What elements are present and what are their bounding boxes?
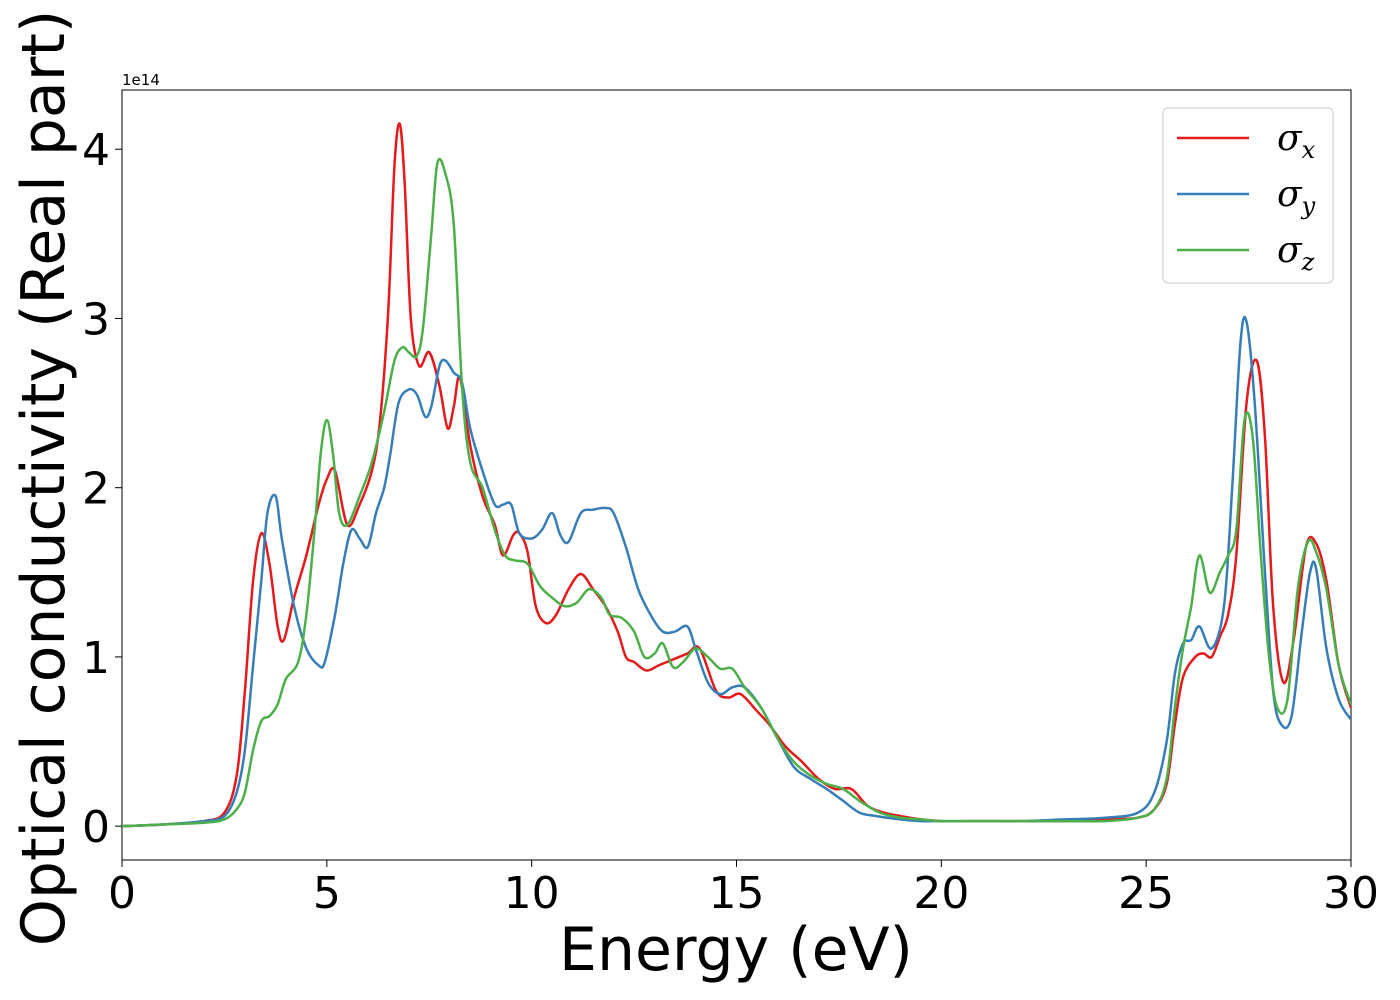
x-tick-label: 25 <box>1118 868 1174 919</box>
y-axis-label: Optical conductivity (Real part) <box>9 10 79 947</box>
legend: σx σy σz <box>1162 107 1334 284</box>
x-tick-label: 0 <box>108 868 136 919</box>
y-tick-label: 2 <box>82 464 110 515</box>
legend-label-x: σx <box>1277 118 1316 164</box>
legend-box <box>1162 107 1334 284</box>
x-tick-label: 30 <box>1323 868 1379 919</box>
series-lines <box>122 122 1351 828</box>
y-axis-ticks: 0 1 2 3 4 <box>82 125 122 853</box>
x-tick-label: 10 <box>504 868 560 919</box>
y-axis-offset-label: 1e14 <box>122 71 160 89</box>
x-tick-label: 20 <box>913 868 969 919</box>
x-axis-ticks: 0 5 10 15 20 25 30 <box>108 860 1379 919</box>
x-tick-label: 5 <box>313 868 341 919</box>
x-tick-label: 15 <box>709 868 765 919</box>
y-tick-label: 4 <box>82 125 110 176</box>
series-line-z <box>122 157 1351 828</box>
legend-label-z: σz <box>1277 230 1315 276</box>
y-tick-label: 0 <box>82 802 110 853</box>
y-tick-label: 1 <box>82 633 110 684</box>
y-tick-label: 3 <box>82 294 110 345</box>
x-axis-label: Energy (eV) <box>559 915 913 985</box>
series-line-y <box>122 315 1351 828</box>
legend-label-y: σy <box>1277 174 1316 220</box>
series-line-x <box>122 122 1351 828</box>
